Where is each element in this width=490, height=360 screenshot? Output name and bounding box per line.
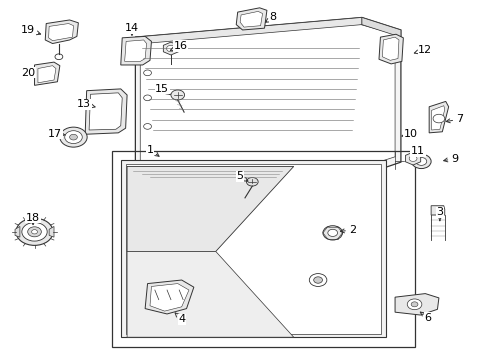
Text: 10: 10 — [402, 129, 417, 139]
Circle shape — [31, 230, 37, 234]
Polygon shape — [135, 18, 362, 44]
Circle shape — [60, 127, 87, 147]
Bar — [113, 152, 415, 347]
Circle shape — [22, 222, 47, 241]
Text: 16: 16 — [170, 41, 188, 51]
Circle shape — [246, 177, 258, 186]
Polygon shape — [135, 18, 401, 184]
Polygon shape — [85, 89, 127, 134]
Text: 1: 1 — [147, 145, 159, 156]
Text: 19: 19 — [21, 25, 41, 35]
Circle shape — [411, 302, 418, 307]
Polygon shape — [125, 164, 381, 334]
Text: 15: 15 — [155, 84, 170, 94]
Circle shape — [55, 54, 63, 60]
Polygon shape — [379, 34, 403, 64]
Text: 17: 17 — [48, 129, 66, 139]
Text: 13: 13 — [77, 99, 95, 109]
Text: 2: 2 — [341, 225, 356, 235]
Polygon shape — [121, 160, 386, 337]
Circle shape — [328, 229, 338, 237]
Polygon shape — [240, 12, 263, 27]
Polygon shape — [145, 280, 194, 314]
Polygon shape — [140, 23, 395, 177]
Polygon shape — [45, 20, 78, 44]
Circle shape — [416, 157, 427, 165]
Text: 3: 3 — [437, 207, 443, 221]
Polygon shape — [89, 93, 122, 130]
Polygon shape — [124, 40, 147, 62]
Circle shape — [16, 218, 53, 246]
Circle shape — [412, 154, 431, 168]
Circle shape — [314, 277, 322, 283]
Circle shape — [433, 114, 445, 123]
Polygon shape — [431, 206, 445, 215]
Polygon shape — [49, 23, 74, 41]
Text: 9: 9 — [443, 154, 458, 163]
Polygon shape — [127, 251, 294, 337]
Polygon shape — [236, 8, 267, 30]
Text: 20: 20 — [21, 68, 35, 78]
Circle shape — [323, 226, 343, 240]
Polygon shape — [38, 66, 56, 83]
Circle shape — [167, 45, 175, 52]
Circle shape — [65, 131, 82, 144]
Circle shape — [28, 227, 41, 237]
Polygon shape — [406, 152, 421, 165]
Text: 12: 12 — [415, 45, 432, 55]
Text: 7: 7 — [446, 114, 463, 124]
Polygon shape — [15, 226, 20, 237]
Circle shape — [144, 70, 151, 76]
Circle shape — [409, 156, 417, 161]
Circle shape — [70, 134, 77, 140]
Text: 18: 18 — [26, 212, 40, 225]
Polygon shape — [362, 18, 401, 37]
Polygon shape — [127, 166, 294, 251]
Polygon shape — [49, 226, 54, 237]
Polygon shape — [432, 106, 445, 130]
Polygon shape — [395, 294, 439, 315]
Polygon shape — [382, 37, 399, 60]
Polygon shape — [429, 102, 449, 133]
Polygon shape — [34, 62, 60, 85]
Text: 8: 8 — [266, 13, 277, 22]
Polygon shape — [150, 284, 189, 311]
Polygon shape — [121, 36, 151, 65]
Polygon shape — [163, 42, 178, 55]
Circle shape — [309, 274, 327, 287]
Circle shape — [144, 95, 151, 101]
Circle shape — [407, 299, 422, 310]
Circle shape — [144, 123, 151, 129]
Text: 6: 6 — [420, 312, 431, 323]
Text: 11: 11 — [411, 147, 425, 157]
Text: 5: 5 — [237, 171, 248, 181]
Circle shape — [171, 90, 185, 100]
Text: 4: 4 — [175, 313, 185, 324]
Text: 14: 14 — [125, 23, 139, 35]
